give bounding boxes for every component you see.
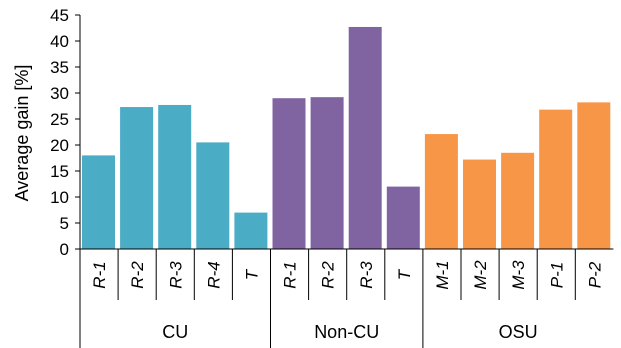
bar: [501, 152, 535, 249]
group-label: OSU: [499, 322, 538, 342]
bar: [272, 98, 306, 249]
y-tick-label: 15: [50, 162, 69, 181]
bar: [196, 142, 230, 249]
x-tick-label: P-1: [547, 262, 566, 288]
bar: [348, 26, 382, 250]
y-tick-label: 40: [50, 32, 69, 51]
x-tick-label: T: [395, 268, 414, 280]
y-axis-label: Average gain [%]: [12, 65, 32, 202]
x-tick-label: M-3: [509, 260, 528, 290]
x-tick-label: R-2: [128, 261, 147, 289]
bar: [463, 159, 496, 249]
x-tick-label: M-1: [433, 260, 452, 289]
bar: [120, 107, 154, 249]
bar: [158, 104, 192, 250]
group-label: CU: [162, 322, 188, 342]
x-tick-label: P-2: [585, 261, 604, 288]
y-axis: 0 5 10 15 20 25 30 35 40 45: [50, 6, 81, 259]
y-tick-label: 10: [50, 188, 69, 207]
bar: [82, 155, 115, 249]
bar: [539, 109, 573, 249]
x-tick-label: M-2: [471, 260, 490, 290]
group-label: Non-CU: [314, 322, 379, 342]
y-tick-label: 5: [60, 214, 69, 233]
x-axis: R-1 R-2 R-3 R-4 T R-1 R-2 R-3 T M-1 M-2 M-3 P-1 P-2: [80, 248, 614, 300]
x-tick-label: R-1: [281, 261, 300, 288]
y-tick-label: 0: [60, 240, 69, 259]
y-tick-label: 25: [50, 110, 69, 129]
x-tick-label: T: [242, 268, 261, 280]
y-tick-label: 30: [50, 84, 69, 103]
bar: [234, 212, 268, 249]
bars: [82, 26, 611, 250]
x-tick-label: R-2: [319, 261, 338, 289]
bar: [577, 102, 611, 249]
y-tick-label: 20: [50, 136, 69, 155]
x-tick-label: R-1: [90, 261, 109, 288]
y-tick-label: 35: [50, 58, 69, 77]
x-tick-label: R-3: [166, 261, 185, 289]
bar: [424, 134, 458, 249]
bar: [310, 97, 344, 249]
bar: [386, 186, 420, 249]
x-tick-label: R-4: [204, 261, 223, 288]
y-tick-label: 45: [50, 6, 69, 25]
group-labels: CU Non-CU OSU: [79, 249, 538, 348]
x-tick-label: R-3: [357, 261, 376, 289]
